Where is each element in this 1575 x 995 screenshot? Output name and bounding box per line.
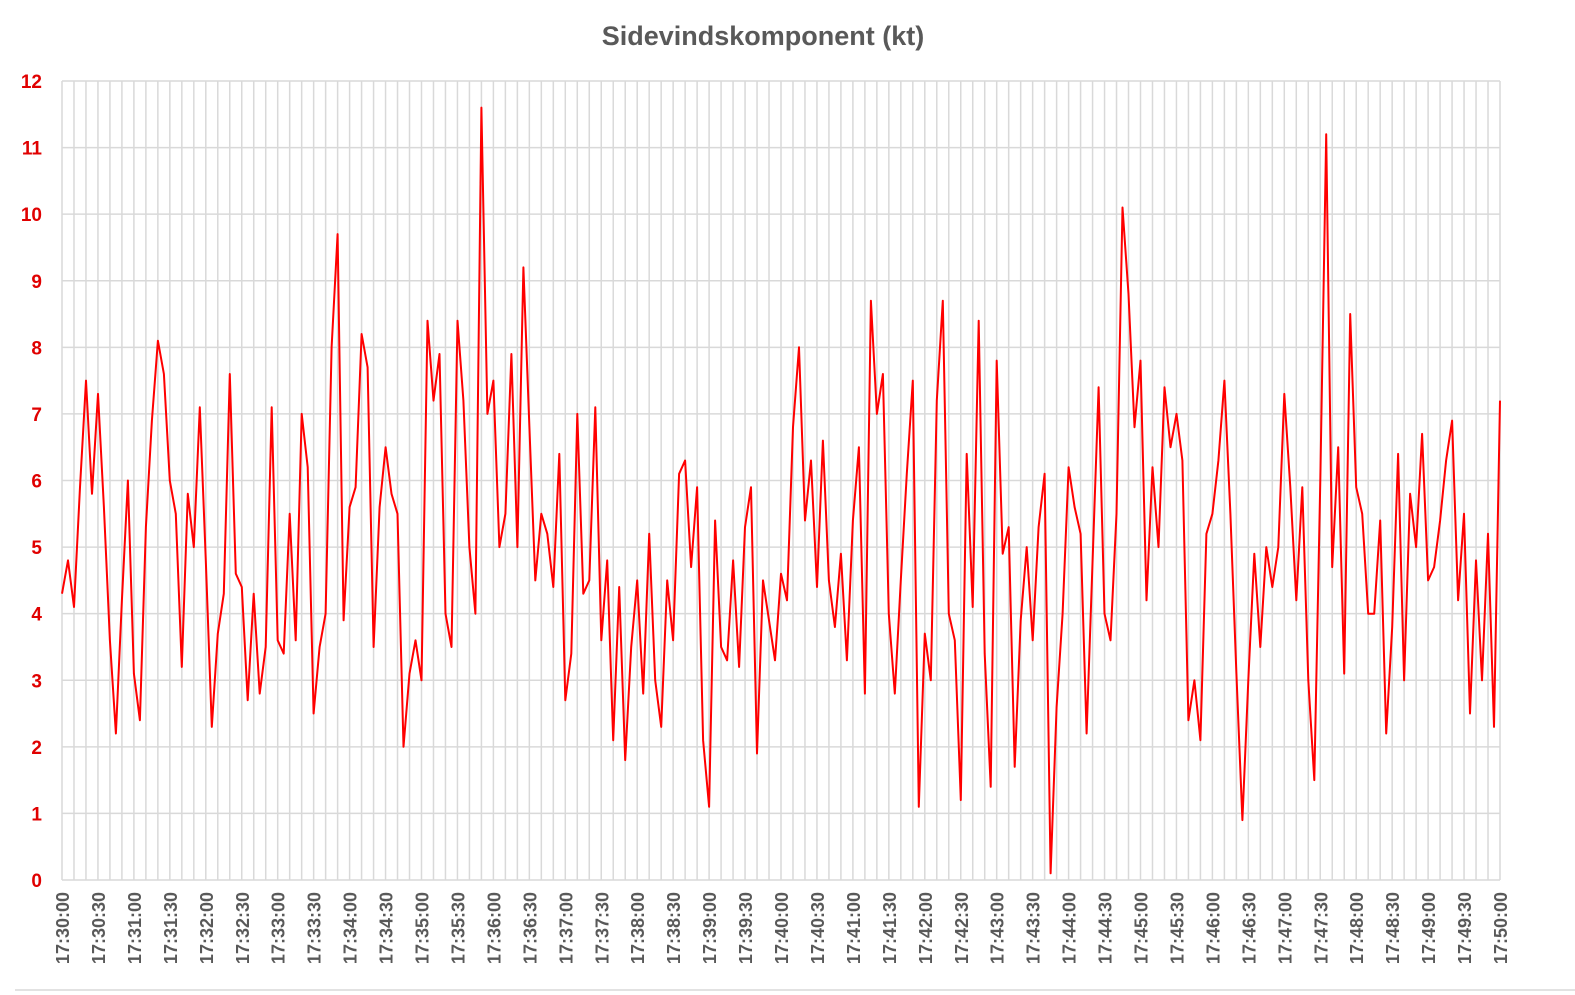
y-tick-label: 7	[31, 405, 42, 426]
x-tick-label: 17:30:00	[53, 892, 73, 964]
x-tick-label: 17:36:00	[484, 892, 504, 964]
series-line-0	[61, 106, 1501, 875]
x-tick-label: 17:42:00	[916, 892, 936, 964]
y-tick-label: 10	[21, 205, 42, 226]
x-tick-label: 17:44:30	[1096, 892, 1116, 964]
x-tick-label: 17:39:00	[700, 892, 720, 964]
y-tick-label: 8	[31, 338, 42, 359]
x-tick-label: 17:44:00	[1060, 892, 1080, 964]
x-tick-label: 17:39:30	[736, 892, 756, 964]
x-tick-label: 17:35:30	[448, 892, 468, 964]
x-tick-label: 17:37:00	[556, 892, 576, 964]
series-group	[61, 106, 1501, 875]
x-tick-label: 17:45:30	[1167, 892, 1187, 964]
gridlines	[61, 80, 1501, 881]
x-tick-label: 17:47:00	[1275, 892, 1295, 964]
y-tick-label: 12	[21, 72, 42, 93]
x-tick-label: 17:30:30	[89, 892, 109, 964]
x-axis-ticks: 17:30:00 17:30:30 17:31:00 17:31:30 17:32:00…	[53, 892, 1511, 964]
x-tick-label: 17:34:00	[341, 892, 361, 964]
x-tick-label: 17:45:00	[1132, 892, 1152, 964]
x-tick-label: 17:31:30	[161, 892, 181, 964]
x-tick-label: 17:38:00	[628, 892, 648, 964]
x-tick-label: 17:50:00	[1491, 892, 1511, 964]
x-tick-label: 17:40:30	[808, 892, 828, 964]
x-tick-label: 17:31:00	[125, 892, 145, 964]
y-tick-label: 1	[31, 804, 42, 825]
x-tick-label: 17:46:00	[1203, 892, 1223, 964]
x-tick-label: 17:47:30	[1311, 892, 1331, 964]
x-tick-label: 17:38:30	[664, 892, 684, 964]
y-tick-label: 6	[31, 472, 42, 493]
x-tick-label: 17:34:30	[377, 892, 397, 964]
x-tick-label: 17:40:00	[772, 892, 792, 964]
x-tick-label: 17:33:00	[269, 892, 289, 964]
x-tick-label: 17:49:30	[1455, 892, 1475, 964]
x-tick-label: 17:43:30	[1024, 892, 1044, 964]
x-tick-label: 17:32:00	[197, 892, 217, 964]
x-tick-label: 17:32:30	[233, 892, 253, 964]
chart-title: Sidevindskomponent (kt)	[602, 21, 925, 51]
y-tick-label: 11	[22, 139, 43, 160]
x-tick-label: 17:41:30	[880, 892, 900, 964]
x-tick-label: 17:36:30	[520, 892, 540, 964]
x-tick-label: 17:46:30	[1239, 892, 1259, 964]
y-tick-label: 5	[31, 538, 42, 559]
x-tick-label: 17:41:00	[844, 892, 864, 964]
x-tick-label: 17:33:30	[305, 892, 325, 964]
x-tick-label: 17:49:00	[1419, 892, 1439, 964]
x-tick-label: 17:42:30	[952, 892, 972, 964]
x-tick-label: 17:35:00	[413, 892, 433, 964]
y-tick-label: 4	[31, 605, 42, 626]
y-tick-label: 3	[31, 671, 42, 692]
y-tick-label: 2	[31, 738, 42, 759]
y-tick-label: 0	[31, 871, 42, 892]
x-tick-label: 17:43:00	[988, 892, 1008, 964]
x-tick-label: 17:48:30	[1383, 892, 1403, 964]
y-tick-label: 9	[31, 272, 42, 293]
x-tick-label: 17:48:00	[1347, 892, 1367, 964]
x-tick-label: 17:37:30	[592, 892, 612, 964]
